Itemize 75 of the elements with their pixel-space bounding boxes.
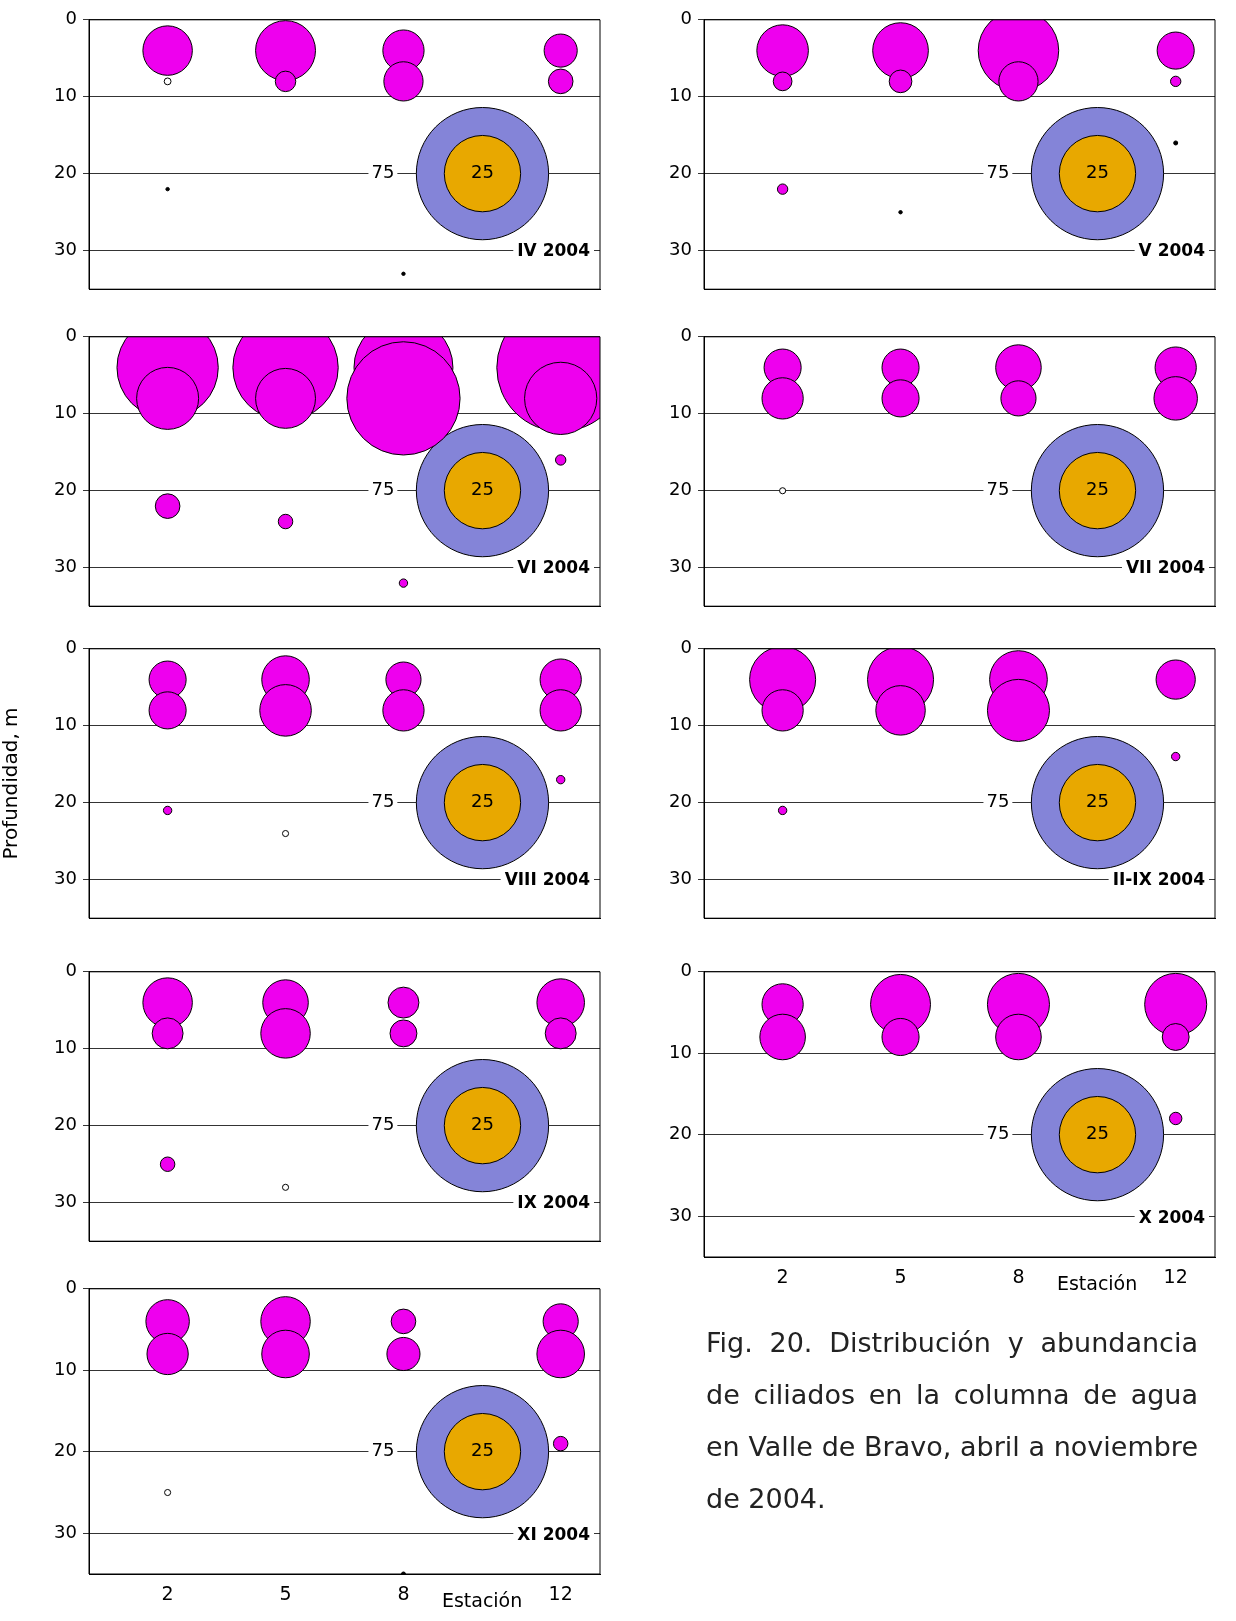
text: VI 2004 [517, 556, 591, 577]
legend-label: 25 [1086, 1122, 1109, 1144]
y-tick-label: 0 [680, 7, 692, 29]
y-tick-label: 30 [669, 867, 692, 889]
y-tick-label: 10 [54, 401, 77, 423]
y-tick-label: 30 [54, 867, 77, 889]
legend-label: 75 [371, 161, 395, 183]
y-tick-label: 20 [669, 1122, 692, 1144]
legend-label: 25 [1086, 478, 1109, 500]
y-tick-label: 10 [54, 713, 77, 735]
legend-label: 75 [371, 1113, 395, 1135]
x-tick-label: 5 [894, 1265, 907, 1288]
x-axis-title: Estación [1056, 1271, 1138, 1294]
legend-label: 25 [471, 161, 494, 183]
legend-label: 25 [1086, 790, 1109, 812]
y-tick-label: 30 [669, 555, 692, 577]
y-tick-label: 20 [54, 161, 77, 183]
legend-label: 75 [986, 478, 1010, 500]
y-tick-label: 10 [54, 1036, 77, 1058]
text: XI 2004 [517, 1524, 591, 1545]
y-tick-label: 0 [680, 324, 692, 346]
y-tick-label: 20 [669, 478, 692, 500]
text: II-IX 2004 [1112, 868, 1206, 889]
legend-label: 25 [471, 790, 494, 812]
text: IX 2004 [517, 1191, 591, 1212]
legend-label: 25 [471, 1439, 494, 1461]
y-tick-label: 20 [54, 478, 77, 500]
y-tick-label: 20 [54, 1439, 77, 1461]
y-tick-label: 30 [669, 238, 692, 260]
y-tick-label: 20 [54, 1113, 77, 1135]
y-tick-label: 0 [680, 636, 692, 658]
y-tick-label: 20 [669, 161, 692, 183]
caption: Fig. 20. Distribución y abundancia de ciliados en la columna de agua en Valle de Bravo, abril a noviembre de 2004. [706, 1326, 1198, 1516]
y-tick-label: 10 [54, 1357, 77, 1379]
y-tick-label: 0 [65, 959, 77, 981]
legend-label: 25 [471, 1113, 494, 1135]
text: VII 2004 [1125, 556, 1206, 577]
text: VIII 2004 [504, 868, 591, 889]
y-tick-label: 0 [680, 959, 692, 981]
x-tick-label: 8 [397, 1582, 410, 1605]
x-tick-label: 5 [279, 1582, 292, 1605]
y-tick-label: 10 [669, 1040, 692, 1062]
legend-label: 75 [371, 1439, 395, 1461]
y-tick-label: 0 [65, 324, 77, 346]
legend-label: 25 [1086, 161, 1109, 183]
y-tick-label: 20 [669, 790, 692, 812]
y-tick-label: 0 [65, 7, 77, 29]
legend-label: 75 [986, 161, 1010, 183]
text: X 2004 [1138, 1207, 1206, 1228]
text: V 2004 [1138, 239, 1206, 260]
x-tick-label: 8 [1012, 1265, 1025, 1288]
legend-label: 75 [371, 478, 395, 500]
y-tick-label: 30 [54, 1520, 77, 1542]
y-tick-label: 30 [54, 238, 77, 260]
text: IV 2004 [517, 239, 591, 260]
y-tick-label: 10 [669, 84, 692, 106]
y-tick-label: 30 [54, 555, 77, 577]
y-tick-label: 20 [54, 790, 77, 812]
y-tick-label: 30 [669, 1203, 692, 1225]
x-tick-label: 12 [548, 1582, 573, 1605]
y-tick-label: 30 [54, 1190, 77, 1212]
x-tick-label: 12 [1163, 1265, 1188, 1288]
y-tick-label: 0 [65, 1276, 77, 1298]
x-axis-title: Estación [441, 1588, 523, 1611]
legend-label: 75 [986, 790, 1010, 812]
y-tick-label: 10 [54, 84, 77, 106]
y-tick-label: 0 [65, 636, 77, 658]
x-tick-label: 2 [161, 1582, 174, 1605]
x-tick-label: 2 [776, 1265, 789, 1288]
legend-label: 75 [371, 790, 395, 812]
y-tick-label: 10 [669, 401, 692, 423]
legend-label: 75 [986, 1122, 1010, 1144]
legend-label: 25 [471, 478, 494, 500]
y-axis-title: Profundidad, m [0, 707, 23, 860]
y-tick-label: 10 [669, 713, 692, 735]
